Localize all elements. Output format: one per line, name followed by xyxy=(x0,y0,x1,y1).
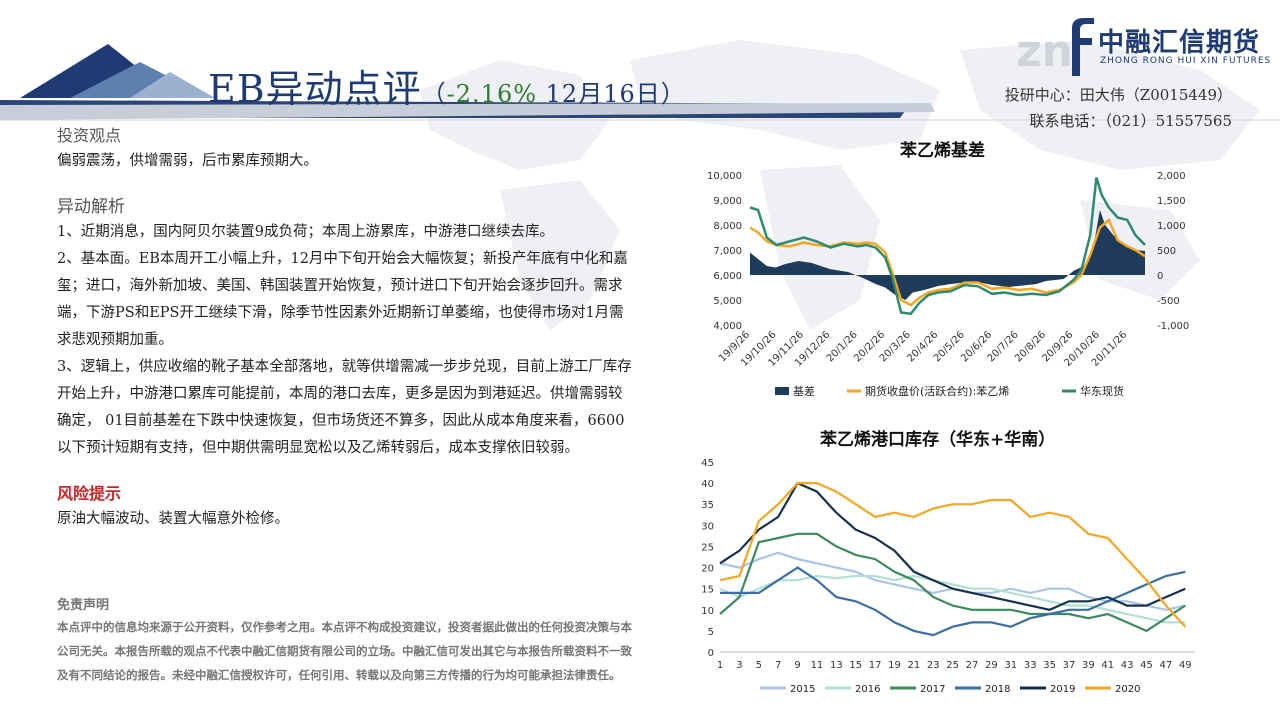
y-left-tick-label: 7,000 xyxy=(713,246,742,257)
x-tick-label: 31 xyxy=(1004,660,1017,671)
y-tick-label: 25 xyxy=(701,542,714,553)
legend-label: 2017 xyxy=(920,684,945,695)
page-title: EB异动点评（-2.16% 12月16日） xyxy=(208,67,686,111)
legend-label: 2020 xyxy=(1115,684,1140,695)
y-left-tick-label: 6,000 xyxy=(713,271,742,282)
analysis-para-2: 2、基本面。EB本周开工小幅上升，12月中下旬开始会大幅恢复；新投产年底有中化和… xyxy=(57,251,628,348)
svg-text:zn: zn xyxy=(1016,26,1073,76)
x-tick-label: 39 xyxy=(1082,660,1095,671)
y-tick-label: 40 xyxy=(701,479,714,490)
title-change-percent: -2.16% xyxy=(446,80,538,108)
y-left-tick-label: 5,000 xyxy=(713,296,742,307)
y-left-tick-label: 8,000 xyxy=(713,221,742,232)
legend-label: 基差 xyxy=(793,384,815,398)
analysis-para-3: 3、逻辑上，供应收缩的靴子基本全部落地，就等供增需减一步步兑现，目前上游工厂库存… xyxy=(57,359,632,456)
analysis-heading: 异动解析 xyxy=(57,197,125,217)
disclaimer-heading: 免责声明 xyxy=(57,598,110,613)
company-logo-subtext: ZHONG RONG HUI XIN FUTURES xyxy=(1100,56,1272,66)
header-band xyxy=(0,44,1280,121)
x-tick-label: 19 xyxy=(888,660,901,671)
x-tick-label: 33 xyxy=(1024,660,1037,671)
y-right-tick-label: 1,500 xyxy=(1157,196,1186,207)
disclaimer-text: 本点评中的信息均来源于公开资料，仅作参考之用。本点评不构成投资建议，投资者据此做… xyxy=(57,620,632,682)
x-tick-label: 3 xyxy=(736,660,742,671)
y-tick-label: 15 xyxy=(701,585,714,596)
world-map-background xyxy=(420,40,1260,330)
y-tick-label: 5 xyxy=(708,627,714,638)
x-tick-label: 49 xyxy=(1179,660,1192,671)
y-tick-label: 0 xyxy=(708,648,714,659)
y-right-tick-label: -500 xyxy=(1157,296,1180,307)
y-left-tick-label: 9,000 xyxy=(713,196,742,207)
basis-area-series xyxy=(750,210,1145,300)
contact-phone: 联系电话：（021）51557565 xyxy=(1029,112,1232,130)
company-logo-icon: zn xyxy=(1016,18,1094,76)
risk-text: 原油大幅波动、装置大幅意外检修。 xyxy=(57,511,289,527)
analysis-para-1: 1、近期消息，国内阿贝尔装置9成负荷；本周上游累库，中游港口继续去库。 xyxy=(57,224,554,240)
view-text: 偏弱震荡，供增需弱，后市累库预期大。 xyxy=(57,153,318,169)
x-tick-label: 21 xyxy=(908,660,921,671)
basis-chart-title: 苯乙烯基差 xyxy=(900,141,985,161)
x-tick-label: 41 xyxy=(1101,660,1114,671)
series-2018-line xyxy=(720,566,1186,637)
x-tick-label: 5 xyxy=(756,660,762,671)
series-2020-line xyxy=(719,482,1187,628)
x-tick-label: 11 xyxy=(811,660,824,671)
x-tick-label: 9 xyxy=(794,660,800,671)
legend-label: 2018 xyxy=(985,684,1010,695)
legend-label: 华东现货 xyxy=(1080,384,1124,398)
series-2017-line xyxy=(719,532,1186,633)
commentary-panel: 投资观点 偏弱震荡，供增需弱，后市累库预期大。 异动解析 1、近期消息，国内阿贝… xyxy=(57,124,635,533)
disclaimer: 免责声明 本点评中的信息均来源于公开资料，仅作参考之用。本点评不构成投资建议，投… xyxy=(57,597,637,687)
inventory-chart-title: 苯乙烯港口库存（华东+华南） xyxy=(820,430,1056,450)
x-tick-label: 1 xyxy=(717,660,723,671)
x-tick-label: 27 xyxy=(966,660,979,671)
y-tick-label: 10 xyxy=(701,606,714,617)
y-left-tick-label: 4,000 xyxy=(713,321,742,332)
y-tick-label: 45 xyxy=(701,458,714,469)
x-tick-label: 25 xyxy=(946,660,959,671)
x-tick-label: 17 xyxy=(869,660,882,671)
legend-label: 2019 xyxy=(1050,684,1075,695)
y-right-tick-label: 1,000 xyxy=(1157,221,1186,232)
y-tick-label: 35 xyxy=(701,500,714,511)
y-right-tick-label: 2,000 xyxy=(1157,171,1186,182)
legend-label: 2015 xyxy=(790,684,815,695)
x-tick-label: 29 xyxy=(985,660,998,671)
y-right-tick-label: 500 xyxy=(1157,246,1176,257)
contact-analyst: 投研中心：田大伟（Z0015449） xyxy=(1004,86,1232,104)
risk-heading: 风险提示 xyxy=(57,484,122,503)
x-tick-label: 7 xyxy=(775,660,781,671)
series-2016-line xyxy=(719,574,1186,624)
y-right-tick-label: 0 xyxy=(1157,271,1163,282)
x-tick-label: 23 xyxy=(927,660,940,671)
spot-price-line xyxy=(749,177,1146,316)
x-tick-label: 15 xyxy=(849,660,862,671)
x-tick-label: 37 xyxy=(1063,660,1076,671)
title-date: 12月16日） xyxy=(537,80,686,108)
view-heading: 投资观点 xyxy=(57,126,122,145)
y-right-tick-label: -1,000 xyxy=(1157,321,1189,332)
y-tick-label: 20 xyxy=(701,564,714,575)
x-tick-label: 47 xyxy=(1160,660,1173,671)
x-tick-label: 43 xyxy=(1121,660,1134,671)
x-tick-label: 13 xyxy=(830,660,843,671)
x-tick-label: 45 xyxy=(1140,660,1153,671)
legend-swatch xyxy=(775,387,789,395)
x-tick-label: 35 xyxy=(1043,660,1056,671)
y-tick-label: 30 xyxy=(701,521,714,532)
legend-label: 2016 xyxy=(855,684,880,695)
legend-label: 期货收盘价(活跃合约):苯乙烯 xyxy=(865,384,1009,398)
basis-chart: 10,000 9,000 8,000 7,000 6,000 5,000 4,000 2,00… xyxy=(707,171,1189,398)
y-left-tick-label: 10,000 xyxy=(707,171,742,182)
company-logo-text: 中融汇信期货 xyxy=(1098,28,1261,58)
futures-close-line xyxy=(749,217,1146,307)
